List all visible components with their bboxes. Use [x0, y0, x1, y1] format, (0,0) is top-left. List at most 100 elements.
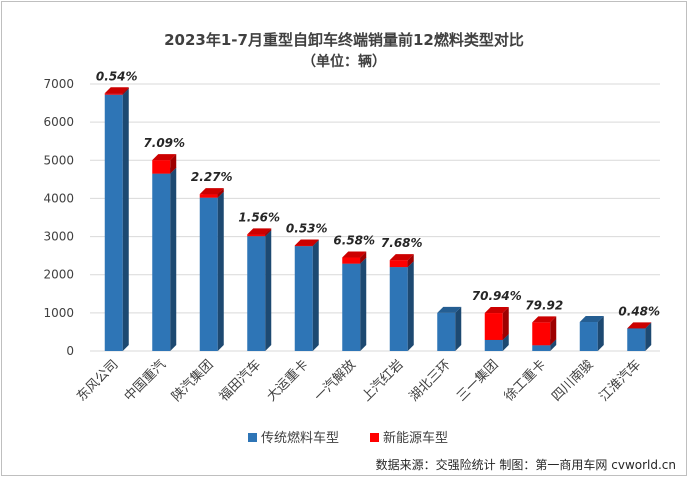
bar-front [247, 234, 266, 237]
percent-label: 0.48% [618, 304, 660, 318]
bar-side [217, 191, 224, 351]
gridlines [90, 83, 660, 352]
y-tick-label: 6000 [43, 115, 74, 129]
bar-front [152, 160, 171, 174]
bar-segment [247, 230, 272, 351]
x-category-label: 四川南骏 [548, 357, 596, 405]
bar-side [407, 261, 414, 351]
y-tick-label: 3000 [43, 230, 74, 244]
bar-side [170, 154, 177, 174]
x-category-label: 福田汽车 [216, 357, 264, 405]
bar-front [389, 260, 408, 268]
bar-front [199, 197, 218, 351]
bar-top [104, 87, 129, 94]
bar-side [550, 316, 557, 346]
bar-top [199, 188, 224, 195]
bar-front [294, 246, 313, 351]
x-category-label: 中国重汽 [121, 357, 169, 405]
chart-subtitle: （单位：辆） [302, 53, 386, 70]
bar-segment [199, 188, 224, 198]
bar-front [532, 345, 551, 351]
bar-top [437, 306, 462, 313]
bar-front [104, 94, 123, 352]
bar-front [484, 339, 503, 351]
bar-segment [152, 167, 177, 351]
x-category-label: 一汽解放 [312, 357, 359, 404]
legend-label-new-energy: 新能源车型 [383, 430, 448, 446]
bar-side [550, 339, 557, 351]
bar-side [502, 333, 509, 351]
bar-top [579, 316, 604, 323]
bar-side [312, 240, 319, 351]
y-tick-label: 4000 [43, 191, 74, 205]
bar-side [455, 306, 462, 351]
bar-side [645, 322, 652, 329]
bar-top [294, 239, 319, 246]
bar-segment [199, 191, 224, 351]
bar-segment [342, 251, 367, 264]
bar-top [342, 251, 367, 258]
percent-label: 70.94% [472, 289, 522, 303]
bar-segment [104, 88, 129, 352]
x-category-label: 湖北三环 [407, 357, 454, 404]
bar-side [312, 239, 319, 247]
x-category-label: 江淮汽车 [596, 357, 644, 405]
bar-side [122, 88, 129, 352]
percent-label: 0.53% [286, 222, 328, 236]
x-category-label: 东风公司 [74, 357, 121, 404]
bar-top [152, 154, 177, 161]
bar-side [360, 251, 367, 264]
y-axis: 0 1000 2000 3000 4000 5000 6000 7000 [43, 77, 74, 358]
percent-labels: 0.54% 7.09% 2.27% 1.56% 0.53% 6.58% 7.68% 70.94… [96, 69, 660, 318]
x-axis: 东风公司 中国重汽 陕汽集团 福田汽车 大运重卡 一汽解放 上汽红岩 湖北三环 三一集团 徐工重卡… [74, 357, 644, 405]
bar-segment [579, 316, 604, 351]
bar-front [342, 257, 361, 264]
percent-label: 6.58% [333, 234, 375, 248]
percent-label: 2.27% [191, 170, 233, 184]
y-tick-label: 5000 [43, 153, 74, 167]
x-category-label: 陕汽集团 [168, 357, 216, 405]
percent-label: 7.09% [143, 136, 185, 150]
percent-label: 1.56% [238, 210, 280, 224]
x-category-label: 三一集团 [453, 357, 501, 405]
bar-segment [484, 307, 509, 340]
bar-segment [389, 261, 414, 351]
bar-front [579, 322, 598, 351]
bar-front [294, 245, 313, 247]
y-tick-label: 0 [66, 344, 74, 358]
bar-side [645, 322, 652, 351]
bar-segment [294, 240, 319, 351]
bar-segment [532, 316, 557, 346]
bar-front [152, 173, 171, 351]
x-category-label: 上汽红岩 [358, 357, 406, 405]
bar-side [597, 316, 604, 351]
bar-front [104, 93, 123, 95]
bar-segment [389, 254, 414, 268]
bar-side [502, 307, 509, 340]
bar-front [532, 322, 551, 346]
legend-swatch-new-energy [370, 433, 379, 442]
bar-side [265, 228, 272, 237]
bar-front [437, 312, 456, 351]
source-note: 数据来源：交强险统计 制图：第一商用车网 cvworld.cn [376, 457, 676, 472]
bar-top [247, 228, 272, 235]
y-tick-label: 2000 [43, 268, 74, 282]
bar-segment [152, 154, 177, 174]
bar-side [122, 87, 129, 95]
bar-side [407, 254, 414, 268]
bar-segment [437, 306, 462, 351]
x-category-label: 徐工重卡 [501, 357, 549, 405]
bars [104, 87, 652, 352]
chart-title: 2023年1-7月重型自卸车终端销量前12燃料类型对比 [164, 31, 524, 49]
bar-segment [294, 239, 319, 247]
bar-segment [342, 257, 367, 351]
bar-front [389, 267, 408, 351]
legend-label-traditional: 传统燃料车型 [261, 430, 339, 446]
bar-front [247, 236, 266, 351]
bar-front [484, 313, 503, 340]
bar-segment [627, 322, 652, 329]
y-tick-label: 7000 [43, 77, 74, 91]
bar-segment [104, 87, 129, 95]
y-tick-label: 1000 [43, 306, 74, 320]
